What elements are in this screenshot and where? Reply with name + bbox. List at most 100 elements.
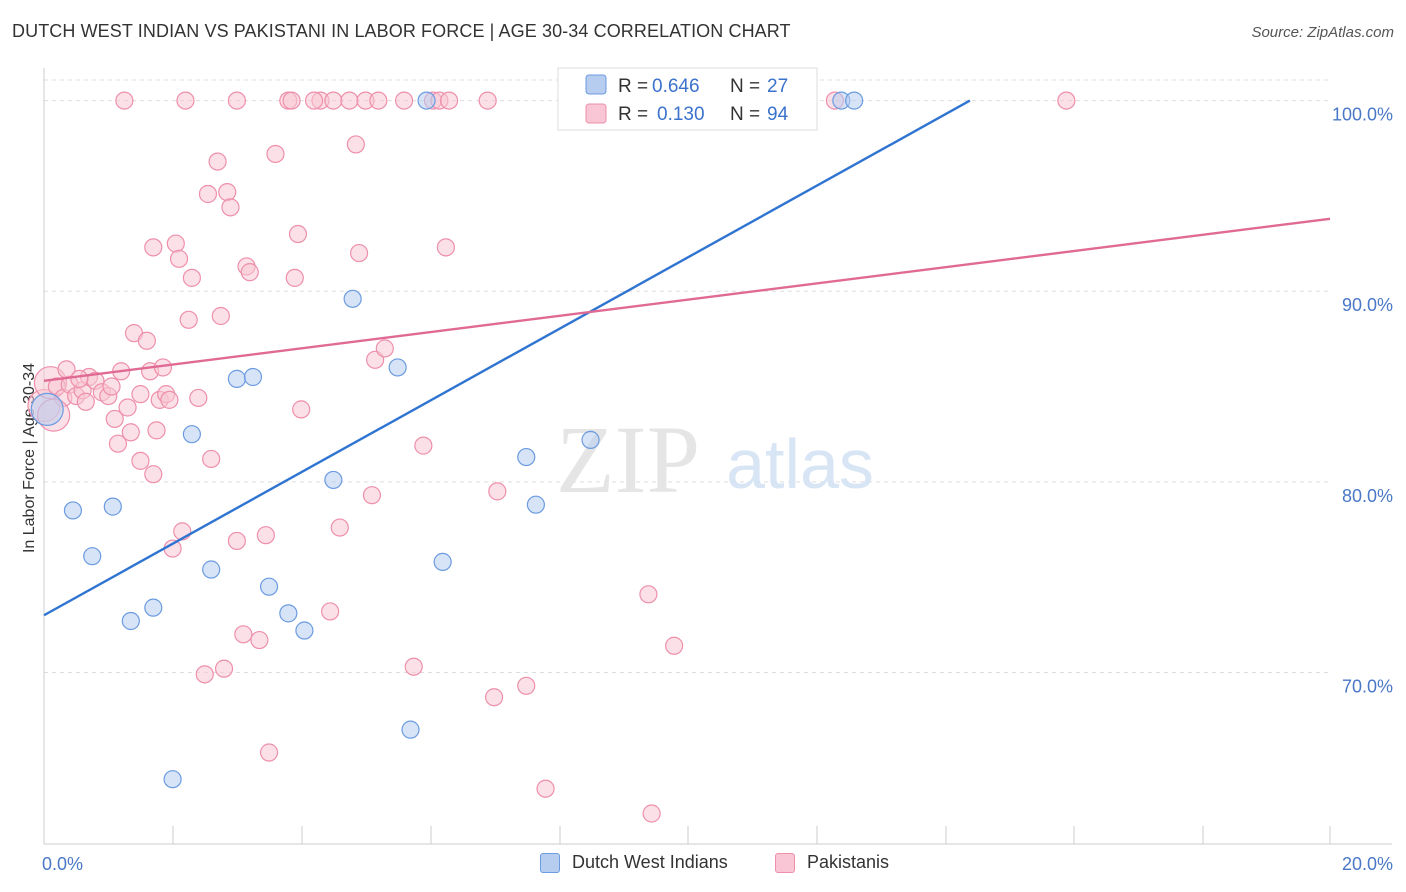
source-credit: Source: ZipAtlas.com xyxy=(1251,24,1394,41)
y-tick-label-80: 80.0% xyxy=(1342,486,1393,506)
pink-point-85 xyxy=(76,392,95,411)
legend-item-pakistanis[interactable]: Pakistanis xyxy=(775,852,889,873)
pink-point-52 xyxy=(285,268,304,287)
pink-point-31 xyxy=(179,310,198,329)
blue-point-2 xyxy=(83,547,102,566)
blue-point-18 xyxy=(417,91,436,110)
pink-point-67 xyxy=(394,91,414,110)
blue-point-8 xyxy=(202,560,221,579)
blue-point-14 xyxy=(324,470,343,490)
axes xyxy=(43,68,1392,845)
y-tick-labels: 70.0% 80.0% 90.0% 100.0% xyxy=(1332,105,1393,697)
y-tick-label-70: 70.0% xyxy=(1342,676,1393,696)
pink-point-56 xyxy=(321,602,340,621)
pink-point-88 xyxy=(176,91,195,110)
x-tick-label-min: 0.0% xyxy=(42,854,83,874)
legend-pink-n-label: N = xyxy=(730,104,760,125)
pink-point-47 xyxy=(256,526,275,545)
y-tick-label-100: 100.0% xyxy=(1332,105,1393,125)
pink-point-61 xyxy=(349,243,369,263)
pink-trend-line xyxy=(43,217,1331,382)
pink-point-69 xyxy=(414,436,433,455)
series-legend: Dutch West Indians Pakistanis xyxy=(0,852,1406,878)
pink-point-28 xyxy=(166,234,185,253)
pink-point-49 xyxy=(266,144,285,164)
watermark-atlas: atlas xyxy=(726,425,874,503)
pakistanis-swatch xyxy=(775,852,795,873)
pink-point-51 xyxy=(282,91,301,110)
pink-point-66 xyxy=(375,339,394,358)
pink-point-59 xyxy=(340,91,359,110)
pakistani-points xyxy=(27,91,1076,823)
pink-point-45 xyxy=(240,263,259,282)
pink-point-93 xyxy=(70,369,89,388)
pink-point-73 xyxy=(478,91,497,110)
blue-point-16 xyxy=(388,358,407,377)
legend-item-dutch-west-indians[interactable]: Dutch West Indians xyxy=(540,852,728,873)
pink-point-72 xyxy=(439,91,459,110)
pink-point-29 xyxy=(169,249,189,268)
pink-point-75 xyxy=(488,482,507,501)
blue-point-26 xyxy=(845,91,864,110)
pink-point-48 xyxy=(259,743,279,762)
pink-point-36 xyxy=(202,449,221,469)
pink-point-13 xyxy=(108,434,128,453)
legend-pink-r-label: R = xyxy=(618,104,648,125)
pink-point-43 xyxy=(234,625,253,644)
pink-point-37 xyxy=(208,152,227,171)
pink-point-65 xyxy=(369,91,388,110)
watermark: ZIP atlas xyxy=(556,406,874,513)
blue-point-20 xyxy=(517,447,536,467)
dutch-west-indians-swatch xyxy=(540,852,560,873)
blue-point-5 xyxy=(144,598,163,617)
pink-point-54 xyxy=(292,400,311,419)
pink-point-11 xyxy=(102,377,121,396)
pink-point-32 xyxy=(182,268,201,287)
pink-point-15 xyxy=(118,398,137,417)
pink-point-39 xyxy=(214,659,234,678)
pink-point-90 xyxy=(436,238,455,257)
blue-point-12 xyxy=(279,604,298,623)
blue-point-4 xyxy=(121,611,140,631)
pink-point-12 xyxy=(105,409,124,429)
blue-point-17 xyxy=(401,720,420,739)
chart-title: DUTCH WEST INDIAN VS PAKISTANI IN LABOR … xyxy=(12,21,791,41)
pink-point-82 xyxy=(1057,91,1076,110)
pink-point-16 xyxy=(121,423,140,442)
pink-point-26 xyxy=(160,390,179,409)
legend-blue-n-label: N = xyxy=(730,76,760,97)
blue-point-21 xyxy=(526,495,545,514)
blue-point-1 xyxy=(63,501,83,520)
pink-point-18 xyxy=(131,451,150,470)
legend-label-pakistanis: Pakistanis xyxy=(807,852,890,872)
legend-pink-r-value: 0.130 xyxy=(657,104,705,125)
pink-point-46 xyxy=(250,630,269,650)
x-tick-label-max: 20.0% xyxy=(1342,854,1393,874)
blue-point-9 xyxy=(227,369,246,388)
pink-point-91 xyxy=(227,91,246,110)
pink-point-40 xyxy=(218,182,237,202)
pink-point-63 xyxy=(362,486,382,505)
legend-blue-r-label: R = xyxy=(618,76,648,97)
y-tick-label-90: 90.0% xyxy=(1342,295,1393,315)
pink-point-79 xyxy=(642,804,661,823)
dutch-west-indian-points xyxy=(30,91,864,789)
watermark-zip: ZIP xyxy=(556,406,700,513)
legend-blue-r-value: 0.646 xyxy=(652,76,700,97)
blue-point-7 xyxy=(182,425,201,444)
pink-point-74 xyxy=(485,688,504,707)
pink-point-35 xyxy=(198,184,218,204)
blue-point-22 xyxy=(581,430,600,449)
blue-trend-line xyxy=(43,99,971,617)
blue-point-3 xyxy=(103,497,122,516)
pink-point-42 xyxy=(227,531,246,551)
stats-legend: R = 0.646 N = 27 R = 0.130 N = 94 xyxy=(557,67,818,131)
pink-point-33 xyxy=(189,388,208,408)
pink-point-58 xyxy=(330,518,349,537)
pink-point-22 xyxy=(147,421,166,440)
pink-point-41 xyxy=(221,198,240,217)
legend-blue-swatch xyxy=(585,74,607,95)
pink-point-21 xyxy=(144,465,163,484)
pink-point-38 xyxy=(211,306,230,326)
